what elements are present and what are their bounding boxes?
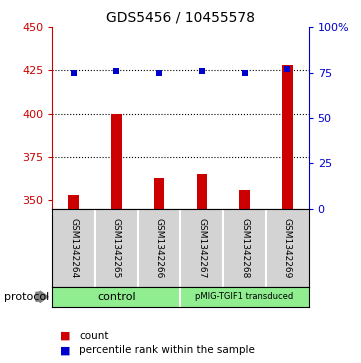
Text: count: count (79, 331, 109, 341)
Bar (111, 114, 122, 209)
Text: GSM1342267: GSM1342267 (197, 217, 206, 278)
Text: GSM1342268: GSM1342268 (240, 217, 249, 278)
Bar (239, 190, 250, 209)
Bar (68, 195, 79, 209)
Bar (282, 65, 293, 209)
Text: GSM1342269: GSM1342269 (283, 217, 292, 278)
Text: GSM1342265: GSM1342265 (112, 217, 121, 278)
Bar (154, 178, 165, 209)
Bar (196, 174, 207, 209)
Text: ■: ■ (60, 331, 70, 341)
Title: GDS5456 / 10455578: GDS5456 / 10455578 (106, 11, 255, 25)
Text: GSM1342264: GSM1342264 (69, 218, 78, 278)
Text: ■: ■ (60, 345, 70, 355)
Text: GSM1342266: GSM1342266 (155, 217, 164, 278)
Text: protocol: protocol (4, 292, 49, 302)
Text: pMIG-TGIF1 transduced: pMIG-TGIF1 transduced (195, 292, 294, 301)
Text: percentile rank within the sample: percentile rank within the sample (79, 345, 255, 355)
FancyArrow shape (36, 291, 48, 302)
Text: control: control (97, 292, 136, 302)
